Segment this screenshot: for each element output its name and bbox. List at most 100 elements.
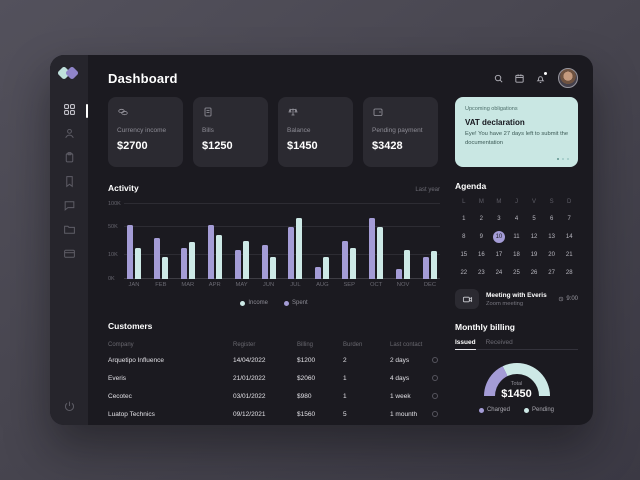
row-radio[interactable] [432,411,438,417]
calendar-day[interactable]: 15 [460,252,468,258]
calendar-day[interactable]: 5 [532,216,536,222]
weekday-header: L [462,199,466,205]
income-bar [404,250,411,279]
sidebar-item-payments[interactable] [63,247,76,260]
calendar-day[interactable]: 16 [478,252,485,258]
calendar-day[interactable]: 27 [548,270,555,276]
calendar-day[interactable]: 28 [565,270,573,276]
calendar-day[interactable]: 11 [513,234,520,240]
meeting-subtitle: Zoom meeting [486,300,524,307]
weekday-header: S [549,199,554,205]
sidebar-item-contacts[interactable] [63,127,76,140]
table-cell: 1 [343,392,347,400]
calendar-day[interactable]: 8 [462,234,466,240]
calendar-day[interactable]: 14 [565,234,573,240]
calendar-day[interactable]: 6 [549,216,554,222]
gauge-total-label: Total [510,381,523,387]
table-cell: 09/12/2021 [233,410,266,418]
stat-card[interactable]: Pending payment $3428 [363,97,438,167]
meeting-title: Meeting with Everis [486,291,547,299]
bell-icon[interactable] [535,71,547,84]
stat-label: Balance [287,127,311,134]
stat-card[interactable]: Balance $1450 [278,97,353,167]
tab-issued[interactable]: Issued [455,339,476,350]
calendar-day[interactable]: 24 [495,270,503,276]
sidebar-item-messages[interactable] [63,199,76,212]
calendar-day[interactable]: 9 [479,234,484,240]
carousel-dot[interactable] [561,157,564,160]
sidebar-item-dashboard[interactable] [63,103,76,116]
carousel-dot[interactable] [556,157,559,160]
table-row[interactable]: Everis 21/01/2022 $2060 1 4 days [108,369,440,387]
activity-bar-chart: 0K 10K 50K 100K JAN FEB MAR APR MAY JUN JUL AUG SEP O… [108,201,440,293]
table-row[interactable]: Luatop Technics 09/12/2021 $1560 5 1 mounth [108,405,440,423]
sidebar-item-bookmarks[interactable] [63,175,76,188]
sidebar-item-tasks[interactable] [63,151,76,164]
power-icon[interactable] [63,400,76,413]
income-bar [135,248,141,279]
spent-bar [315,267,322,279]
row-radio[interactable] [432,375,438,381]
stat-cards: Currency income $2700 Bills $1250 Balance $14… [108,97,440,167]
table-row[interactable]: Arquetipo Influence 14/04/2022 $1200 2 2 day… [108,351,440,369]
income-bar [269,257,276,279]
calendar-day[interactable]: 13 [548,234,555,240]
x-axis-tick: AUG [316,282,329,288]
y-axis-tick: 100K [108,201,121,207]
stat-card[interactable]: Currency income $2700 [108,97,183,167]
wallet-icon [372,106,384,118]
calendar-day[interactable]: 12 [530,234,538,240]
calendar-day[interactable]: 18 [513,252,520,258]
y-axis-tick: 50K [108,224,118,230]
customers-title: Customers [108,321,153,331]
calendar-day[interactable]: 22 [460,270,468,276]
chart-legend: Income Spent [108,300,440,306]
income-bar [377,227,384,279]
column-header: Burden [343,342,363,348]
main-area: Dashboard Currency income $2700 Bills $1250… [88,55,593,425]
sidebar-nav [63,103,76,260]
activity-filter-dropdown[interactable]: Last year [415,187,440,193]
meeting-item[interactable]: Meeting with Everis Zoom meeting 9:00 [455,289,578,309]
sidebar [50,55,88,425]
table-cell: 1 [343,374,347,382]
tab-received[interactable]: Received [485,339,513,346]
calendar-day-selected[interactable]: 10 [490,228,508,246]
table-cell: $1200 [297,356,316,364]
billing-gauge: Total $1450 [483,363,550,400]
table-cell: 1 week [390,392,411,400]
billing-tabs: Issued Received [455,339,578,350]
bar-group-mar: MAR [180,203,195,288]
table-row[interactable]: Cecotec 03/01/2022 $980 1 1 week [108,387,440,405]
user-avatar[interactable] [558,68,578,88]
calendar-day[interactable]: 2 [479,216,484,222]
calendar-day[interactable]: 4 [514,216,519,222]
calendar-day[interactable]: 3 [497,216,501,222]
stat-card[interactable]: Bills $1250 [193,97,268,167]
calendar-day[interactable]: 7 [567,216,571,222]
calendar-day[interactable]: 1 [462,216,466,222]
search-icon[interactable] [493,73,504,84]
carousel-dot[interactable] [566,157,569,160]
gridline [124,226,440,227]
activity-section: Activity Last year 0K 10K 50K 100K JAN FEB MAR… [108,183,440,306]
calendar-day[interactable]: 21 [565,252,573,258]
calendar-day[interactable]: 19 [530,252,538,258]
calendar-day[interactable]: 20 [548,252,555,258]
table-cell: 4 days [390,374,410,382]
row-radio[interactable] [432,357,438,363]
table-cell: 2 [343,356,347,364]
calendar-day[interactable]: 17 [495,252,503,258]
table-cell: 5 [343,410,347,418]
sidebar-item-files[interactable] [63,223,76,236]
obligation-card[interactable]: Upcoming obligations VAT declaration Eye… [455,97,578,167]
gridline [124,203,440,204]
calendar-icon[interactable] [514,73,525,84]
calendar-day[interactable]: 26 [530,270,538,276]
bar-group-dec: DEC [422,203,437,288]
calendar-day[interactable]: 25 [513,270,520,276]
stat-value: $3428 [372,140,403,152]
calendar-day[interactable]: 23 [478,270,485,276]
row-radio[interactable] [432,393,438,399]
spent-bar [369,217,376,279]
